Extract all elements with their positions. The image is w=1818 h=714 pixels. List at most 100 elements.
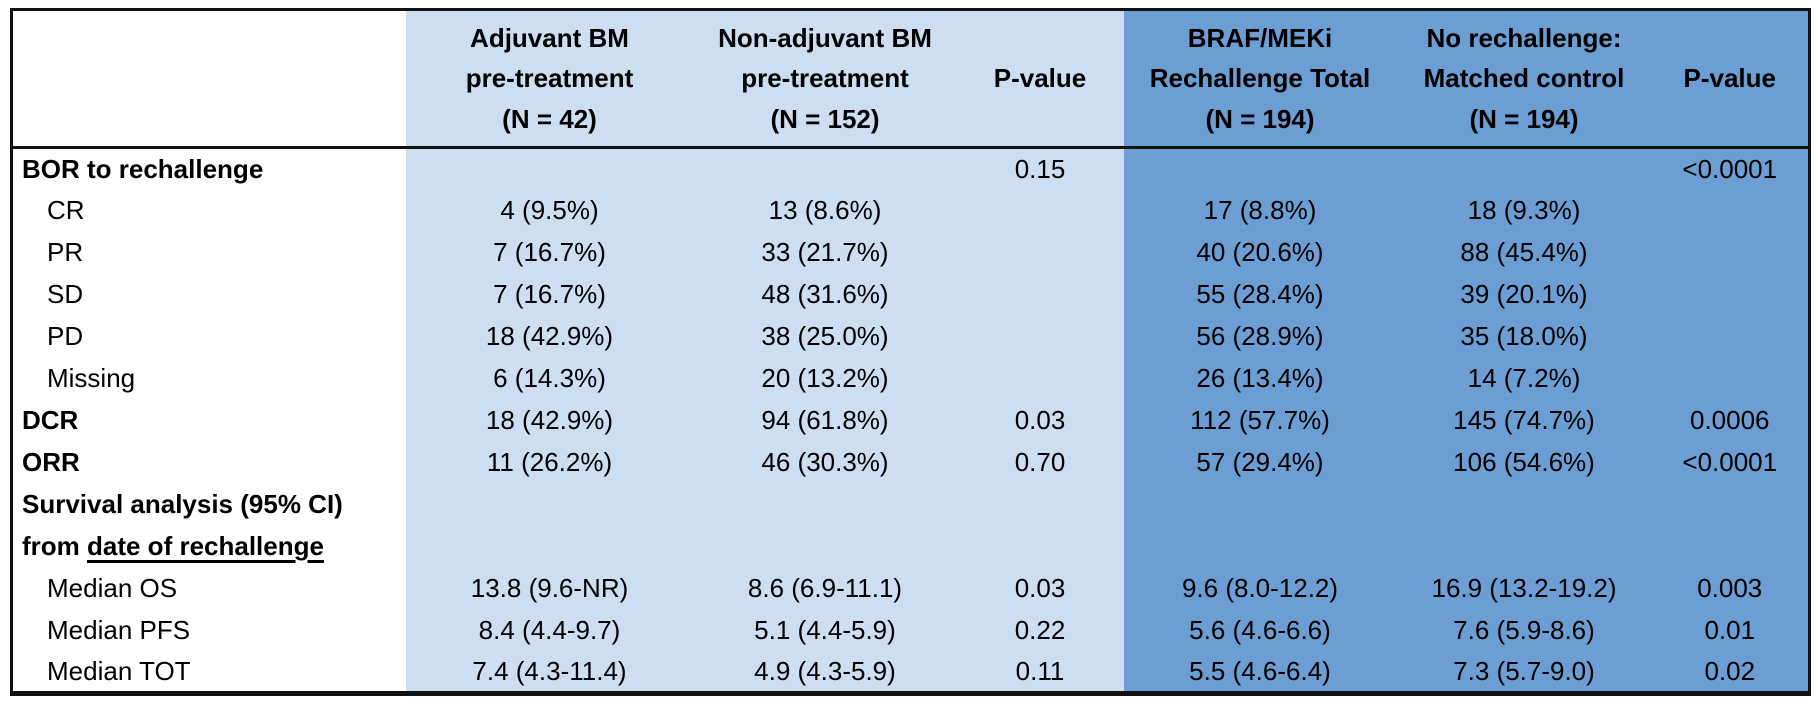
row-label-pd: PD: [11, 315, 406, 358]
cell-orr-non-adjuvant-bm-pretreatment: 46 (30.3%): [693, 441, 957, 484]
cell-sd-p-value-rechallenge: [1651, 273, 1810, 316]
table-row-sd: SD 7 (16.7%) 48 (31.6%) 55 (28.4%) 39 (20.1%…: [11, 273, 1810, 316]
row-label-dcr: DCR: [11, 399, 406, 442]
cell-pd-adjuvant-bm-pretreatment: 18 (42.9%): [405, 315, 694, 358]
cell-bor-to-rechallenge-no-rechallenge-matched-control: [1396, 147, 1652, 190]
row-label-survival-analysis-subtitle-part-1: date of rechallenge: [87, 531, 324, 561]
cell-pd-p-value-pretreatment: [956, 315, 1124, 358]
cell-median-os-non-adjuvant-bm-pretreatment: 8.6 (6.9-11.1): [693, 567, 957, 610]
table-row-survival-analysis-title: Survival analysis (95% CI): [11, 483, 1810, 526]
cell-median-tot-non-adjuvant-bm-pretreatment: 4.9 (4.3-5.9): [693, 651, 957, 694]
cell-orr-no-rechallenge-matched-control: 106 (54.6%): [1396, 441, 1652, 484]
row-label-median-os-part-0: Median OS: [47, 573, 178, 603]
cell-missing-non-adjuvant-bm-pretreatment: 20 (13.2%): [693, 357, 957, 400]
cell-pr-p-value-pretreatment: [956, 231, 1124, 274]
cell-sd-no-rechallenge-matched-control: 39 (20.1%): [1396, 273, 1652, 316]
cell-pd-no-rechallenge-matched-control: 35 (18.0%): [1396, 315, 1652, 358]
row-label-bor-to-rechallenge: BOR to rechallenge: [11, 147, 406, 190]
cell-median-pfs-p-value-rechallenge: 0.01: [1651, 609, 1810, 652]
cell-median-pfs-adjuvant-bm-pretreatment: 8.4 (4.4-9.7): [405, 609, 694, 652]
column-header-row-label: [11, 9, 406, 148]
cell-survival-analysis-subtitle-p-value-pretreatment: [956, 525, 1124, 568]
cell-sd-braf-meki-rechallenge-total: 55 (28.4%): [1123, 273, 1397, 316]
cell-median-os-p-value-pretreatment: 0.03: [956, 567, 1124, 610]
cell-bor-to-rechallenge-non-adjuvant-bm-pretreatment: [693, 147, 957, 190]
column-header-non-adjuvant-bm-pretreatment-line-2: (N = 152): [770, 103, 880, 134]
row-label-bor-to-rechallenge-part-0: BOR to rechallenge: [22, 153, 264, 184]
column-header-adjuvant-bm-pretreatment-line-0: Adjuvant BM: [470, 23, 629, 54]
cell-missing-adjuvant-bm-pretreatment: 6 (14.3%): [405, 357, 694, 400]
row-label-sd-part-0: SD: [47, 279, 84, 309]
row-label-pr: PR: [11, 231, 406, 274]
cell-orr-braf-meki-rechallenge-total: 57 (29.4%): [1123, 441, 1397, 484]
row-label-survival-analysis-title-part-0: Survival analysis (95% CI): [22, 489, 343, 519]
row-label-median-os: Median OS: [11, 567, 406, 610]
cell-cr-non-adjuvant-bm-pretreatment: 13 (8.6%): [693, 189, 957, 232]
cell-pr-braf-meki-rechallenge-total: 40 (20.6%): [1123, 231, 1397, 274]
cell-pd-braf-meki-rechallenge-total: 56 (28.9%): [1123, 315, 1397, 358]
cell-bor-to-rechallenge-p-value-pretreatment: 0.15: [956, 147, 1124, 190]
table-row-missing: Missing 6 (14.3%) 20 (13.2%) 26 (13.4%) 14 (…: [11, 357, 1810, 400]
cell-median-pfs-p-value-pretreatment: 0.22: [956, 609, 1124, 652]
cell-survival-analysis-title-non-adjuvant-bm-pretreatment: [693, 483, 957, 526]
cell-sd-non-adjuvant-bm-pretreatment: 48 (31.6%): [693, 273, 957, 316]
cell-median-tot-adjuvant-bm-pretreatment: 7.4 (4.3-11.4): [405, 651, 694, 694]
cell-pr-p-value-rechallenge: [1651, 231, 1810, 274]
column-header-no-rechallenge-matched-control-line-2: (N = 194): [1469, 103, 1579, 134]
table-row-median-tot: Median TOT 7.4 (4.3-11.4) 4.9 (4.3-5.9) 0.1…: [11, 651, 1810, 694]
cell-cr-p-value-pretreatment: [956, 189, 1124, 232]
row-label-sd: SD: [11, 273, 406, 316]
cell-dcr-p-value-rechallenge: 0.0006: [1651, 399, 1810, 442]
cell-median-tot-p-value-pretreatment: 0.11: [956, 651, 1124, 694]
cell-median-tot-no-rechallenge-matched-control: 7.3 (5.7-9.0): [1396, 651, 1652, 694]
row-label-median-pfs: Median PFS: [11, 609, 406, 652]
cell-survival-analysis-title-p-value-pretreatment: [956, 483, 1124, 526]
table-row-pr: PR 7 (16.7%) 33 (21.7%) 40 (20.6%) 88 (45.4%…: [11, 231, 1810, 274]
cell-pr-adjuvant-bm-pretreatment: 7 (16.7%): [405, 231, 694, 274]
cell-pr-non-adjuvant-bm-pretreatment: 33 (21.7%): [693, 231, 957, 274]
table-row-orr: ORR 11 (26.2%) 46 (30.3%) 0.70 57 (29.4%) 106…: [11, 441, 1810, 484]
table-row-median-os: Median OS 13.8 (9.6-NR) 8.6 (6.9-11.1) 0.03…: [11, 567, 1810, 610]
cell-pd-non-adjuvant-bm-pretreatment: 38 (25.0%): [693, 315, 957, 358]
cell-median-os-adjuvant-bm-pretreatment: 13.8 (9.6-NR): [405, 567, 694, 610]
cell-survival-analysis-subtitle-adjuvant-bm-pretreatment: [405, 525, 694, 568]
table-header: Adjuvant BM pre-treatment (N = 42) Non-adju…: [11, 9, 1810, 148]
row-label-cr-part-0: CR: [47, 195, 85, 225]
cell-missing-p-value-rechallenge: [1651, 357, 1810, 400]
table-row-bor-to-rechallenge: BOR to rechallenge 0.15 <0.0001: [11, 147, 1810, 190]
row-label-median-tot-part-0: Median TOT: [47, 655, 191, 686]
column-header-non-adjuvant-bm-pretreatment: Non-adjuvant BM pre-treatment (N = 152): [693, 9, 957, 148]
cell-missing-p-value-pretreatment: [956, 357, 1124, 400]
cell-missing-braf-meki-rechallenge-total: 26 (13.4%): [1123, 357, 1397, 400]
cell-median-tot-braf-meki-rechallenge-total: 5.5 (4.6-6.4): [1123, 651, 1397, 694]
row-label-orr-part-0: ORR: [22, 447, 80, 477]
row-label-dcr-part-0: DCR: [22, 405, 79, 435]
column-header-non-adjuvant-bm-pretreatment-line-1: pre-treatment: [741, 63, 909, 94]
row-label-missing-part-0: Missing: [47, 363, 136, 393]
table-row-median-pfs: Median PFS 8.4 (4.4-9.7) 5.1 (4.4-5.9) 0.22…: [11, 609, 1810, 652]
cell-cr-braf-meki-rechallenge-total: 17 (8.8%): [1123, 189, 1397, 232]
cell-pr-no-rechallenge-matched-control: 88 (45.4%): [1396, 231, 1652, 274]
row-label-survival-analysis-subtitle: from date of rechallenge: [11, 525, 406, 568]
column-header-braf-meki-rechallenge-total: BRAF/MEKi Rechallenge Total (N = 194): [1123, 9, 1397, 148]
cell-survival-analysis-subtitle-no-rechallenge-matched-control: [1396, 525, 1652, 568]
cell-cr-no-rechallenge-matched-control: 18 (9.3%): [1396, 189, 1652, 232]
row-label-cr: CR: [11, 189, 406, 232]
cell-orr-p-value-rechallenge: <0.0001: [1651, 441, 1810, 484]
cell-cr-p-value-rechallenge: [1651, 189, 1810, 232]
column-header-p-value-pretreatment-line-0: P-value: [993, 63, 1087, 94]
row-label-pr-part-0: PR: [47, 237, 84, 267]
column-header-no-rechallenge-matched-control: No rechallenge: Matched control (N = 194): [1396, 9, 1652, 148]
table-row-dcr: DCR 18 (42.9%) 94 (61.8%) 0.03 112 (57.7%) 14…: [11, 399, 1810, 442]
cell-median-os-no-rechallenge-matched-control: 16.9 (13.2-19.2): [1396, 567, 1652, 610]
cell-survival-analysis-title-adjuvant-bm-pretreatment: [405, 483, 694, 526]
column-header-non-adjuvant-bm-pretreatment-line-0: Non-adjuvant BM: [718, 23, 932, 54]
cell-orr-p-value-pretreatment: 0.70: [956, 441, 1124, 484]
cell-pd-p-value-rechallenge: [1651, 315, 1810, 358]
cell-dcr-adjuvant-bm-pretreatment: 18 (42.9%): [405, 399, 694, 442]
column-header-adjuvant-bm-pretreatment-line-2: (N = 42): [502, 103, 597, 134]
cell-dcr-non-adjuvant-bm-pretreatment: 94 (61.8%): [693, 399, 957, 442]
column-header-braf-meki-rechallenge-total-line-2: (N = 194): [1205, 103, 1315, 134]
row-label-median-tot: Median TOT: [11, 651, 406, 694]
cell-median-pfs-no-rechallenge-matched-control: 7.6 (5.9-8.6): [1396, 609, 1652, 652]
